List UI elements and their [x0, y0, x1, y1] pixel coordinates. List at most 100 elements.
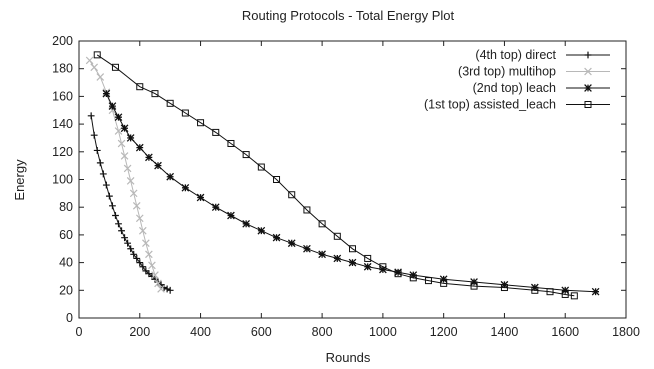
data-point [114, 113, 123, 122]
data-point [166, 99, 174, 107]
data-point [132, 201, 141, 210]
data-point [333, 254, 342, 263]
x-tick-label: 600 [251, 325, 272, 339]
data-point [123, 164, 132, 173]
data-point [115, 220, 122, 228]
data-point [424, 277, 432, 285]
data-point [124, 239, 132, 247]
data-point [99, 170, 107, 178]
y-axis-title: Energy [12, 159, 27, 201]
data-point [257, 163, 265, 171]
x-tick-label: 1600 [551, 325, 579, 339]
data-point [145, 250, 153, 259]
data-point [181, 109, 189, 117]
data-point [121, 234, 128, 242]
data-point [90, 63, 99, 72]
data-point [166, 172, 175, 181]
data-point [303, 244, 311, 253]
data-point [120, 152, 129, 160]
legend-marker [584, 67, 592, 76]
data-point [591, 287, 600, 296]
data-point [227, 211, 235, 220]
data-point [93, 147, 101, 154]
data-point [242, 151, 250, 159]
data-point [500, 284, 508, 292]
y-tick-label: 40 [59, 256, 73, 270]
data-point [157, 285, 165, 293]
y-tick-label: 0 [66, 311, 73, 325]
y-tick-label: 140 [52, 117, 73, 131]
data-point [273, 176, 281, 183]
data-point [151, 90, 159, 98]
x-tick-label: 1400 [491, 325, 519, 339]
data-point [148, 261, 156, 270]
data-point [112, 212, 119, 219]
data-point [154, 161, 162, 170]
x-tick-label: 800 [312, 325, 333, 339]
y-tick-label: 20 [59, 283, 73, 297]
data-point [96, 73, 105, 81]
legend-marker [584, 51, 592, 59]
y-tick-label: 180 [52, 62, 73, 76]
data-point [288, 191, 296, 199]
data-point [85, 56, 94, 65]
data-point [130, 250, 138, 258]
data-point [120, 124, 129, 133]
data-point [139, 263, 147, 271]
x-tick-label: 200 [129, 325, 150, 339]
data-point [272, 233, 281, 242]
data-point [440, 279, 448, 287]
x-tick-label: 0 [76, 325, 83, 339]
data-point [96, 159, 104, 167]
data-point [126, 177, 135, 185]
data-point [127, 245, 135, 253]
data-point [303, 206, 311, 214]
x-tick-label: 400 [190, 325, 211, 339]
data-point [163, 285, 171, 293]
data-point [166, 286, 174, 294]
data-point [145, 153, 153, 162]
data-point [126, 134, 135, 142]
y-tick-label: 160 [52, 89, 73, 103]
data-point [470, 282, 478, 290]
chart-title: Routing Protocols - Total Energy Plot [242, 8, 455, 23]
data-point [212, 128, 220, 136]
legend-marker [584, 84, 592, 92]
data-point [333, 232, 341, 240]
data-point [135, 214, 144, 223]
data-point [133, 255, 141, 262]
data-point [154, 279, 162, 288]
data-point [108, 102, 117, 110]
data-point [196, 193, 205, 202]
data-point [197, 119, 205, 127]
data-point [117, 139, 126, 148]
legend-label: (3rd top) multihop [458, 65, 556, 79]
data-point [105, 192, 113, 200]
data-point [151, 271, 159, 279]
data-point [136, 259, 144, 266]
data-point [409, 274, 417, 282]
series-3 [93, 51, 578, 300]
data-point [93, 51, 101, 59]
y-tick-label: 120 [52, 145, 73, 159]
data-point [394, 268, 402, 277]
data-point [439, 275, 448, 284]
data-point [142, 239, 150, 248]
y-tick-label: 100 [52, 173, 73, 187]
data-point [87, 112, 95, 120]
y-tick-label: 60 [59, 228, 73, 242]
x-tick-label: 1200 [430, 325, 458, 339]
y-tick-label: 80 [59, 200, 73, 214]
data-point [114, 127, 123, 135]
series-line [89, 60, 162, 290]
y-axis-ticks: 0 20 40 60 80 100 120 140 160 180 200 [52, 34, 626, 325]
legend-label: (4th top) direct [475, 48, 556, 62]
data-point [561, 290, 569, 298]
data-point [349, 245, 356, 253]
data-point [135, 143, 144, 152]
x-axis-title: Rounds [326, 350, 371, 365]
legend-label: (2nd top) leach [473, 81, 556, 95]
series-layer [85, 51, 600, 300]
series-line [90, 115, 171, 291]
